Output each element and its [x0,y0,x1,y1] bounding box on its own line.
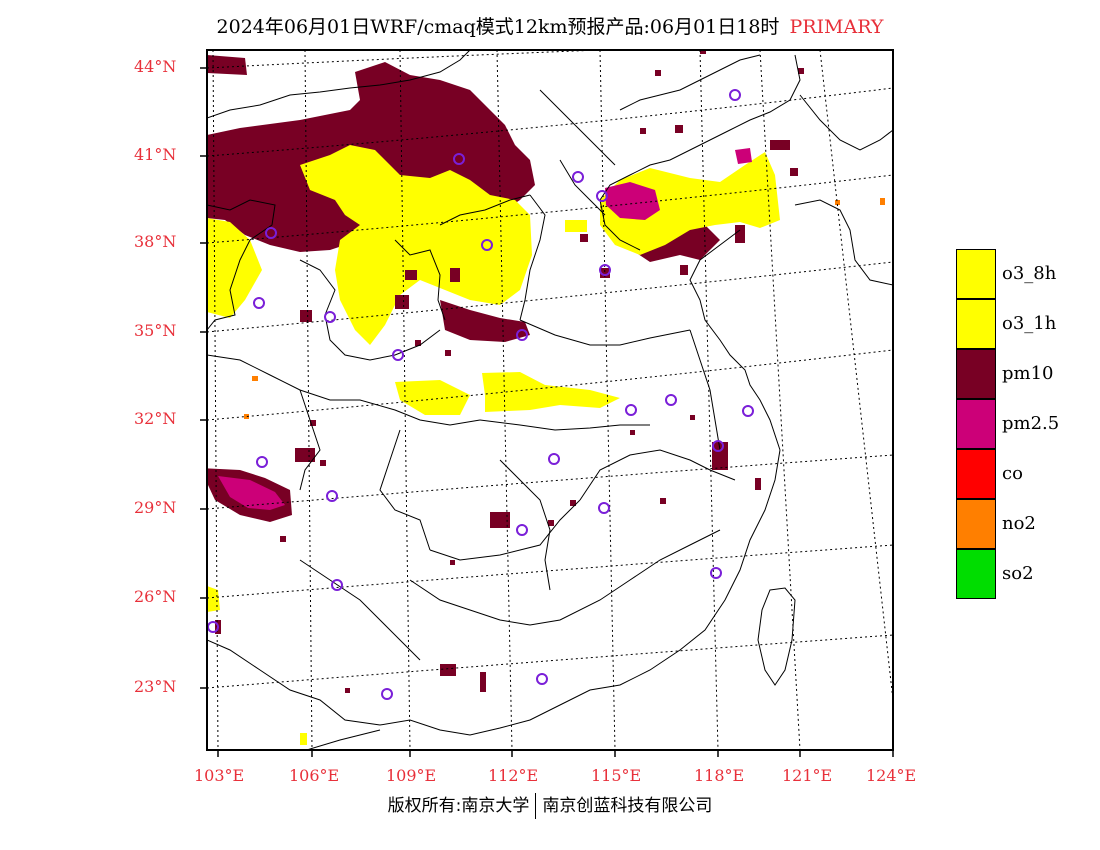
pm25-region-ne [605,182,660,220]
tick-marks [200,67,894,757]
legend-label: o3_1h [1002,313,1057,334]
lon-label-109: 109°E [386,766,437,785]
pm10-region-nw-top [207,55,247,75]
copyright-right: 南京创蓝科技有限公司 [542,796,713,816]
legend-label: pm10 [1002,363,1054,384]
o3-spot-ne [565,220,587,232]
legend-item-o3-8h: o3_8h [956,249,1086,299]
lat-label-32: 32°N [134,409,177,428]
copyright-left: 版权所有:南京大学 [387,796,530,816]
pm25-spot-n [735,148,752,164]
station-markers [207,89,754,700]
lat-label-26: 26°N [134,587,177,606]
legend-swatch [956,349,996,399]
legend-swatch [956,549,996,599]
lat-label-23: 23°N [134,677,177,696]
legend-label: no2 [1002,513,1036,534]
legend-item-o3-1h: o3_1h [956,299,1086,349]
lat-label-44: 44°N [134,57,177,76]
legend-item-co: co [956,449,1086,499]
legend-label: co [1002,463,1023,484]
legend-swatch [956,399,996,449]
title-primary-tag: PRIMARY [789,16,884,38]
lat-label-41: 41°N [134,145,177,164]
legend-swatch [956,249,996,299]
lon-label-121: 121°E [782,766,833,785]
copyright-footer: 版权所有:南京大学 南京创蓝科技有限公司 [0,791,1100,819]
map-title: 2024年06月01日WRF/cmaq模式12km预报产品:06月01日18时 P… [0,12,1100,39]
lon-label-112: 112°E [488,766,539,785]
o3-band-east [482,372,620,412]
lat-label-35: 35°N [134,321,177,340]
o3-spot-south [300,733,307,745]
graticule [207,50,893,750]
legend-item-pm10: pm10 [956,349,1086,399]
legend-item-so2: so2 [956,549,1086,599]
o3-region-north [300,145,532,345]
lon-label-106: 106°E [289,766,340,785]
lon-label-118: 118°E [694,766,745,785]
lat-label-38: 38°N [134,232,177,251]
lon-label-124: 124°E [866,766,917,785]
no2-scatter [244,198,885,419]
lat-label-29: 29°N [134,498,177,517]
o3-region-northeast [600,152,780,255]
pm10-band-central [440,300,530,342]
legend-swatch [956,299,996,349]
legend-swatch [956,449,996,499]
lon-label-103: 103°E [194,766,245,785]
lon-label-115: 115°E [591,766,642,785]
o3-band-central [395,380,470,415]
province-borders [207,50,893,750]
pm25-region-sw [218,476,285,510]
legend-label: so2 [1002,563,1034,584]
copyright-separator [535,793,537,819]
legend-item-no2: no2 [956,499,1086,549]
legend-label: o3_8h [1002,263,1057,284]
legend: o3_8h o3_1h pm10 pm2.5 co no2 so2 [956,249,1086,599]
legend-item-pm25: pm2.5 [956,399,1086,449]
map-frame [206,49,894,751]
legend-label: pm2.5 [1002,413,1060,434]
legend-swatch [956,499,996,549]
title-text: 2024年06月01日WRF/cmaq模式12km预报产品:06月01日18时 [216,16,780,38]
